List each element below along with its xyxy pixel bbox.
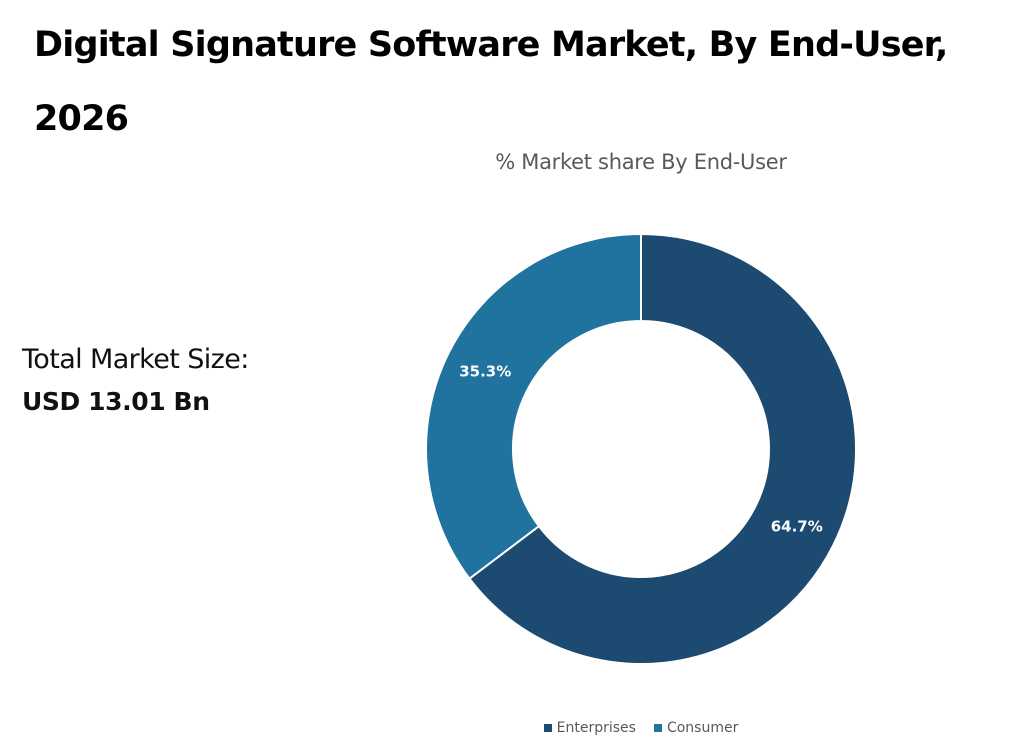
legend-swatch-enterprises [543,724,552,732]
legend-item-consumer: Consumer [653,720,739,736]
data-label-enterprises: 64.7% [771,518,823,536]
donut-slice-consumer [425,232,642,581]
market-size-callout: Total Market Size: USD 13.01 Bn [22,338,249,422]
data-label-consumer: 35.3% [459,362,511,380]
chart-legend: Enterprises Consumer [440,720,842,736]
legend-swatch-consumer [653,724,662,732]
legend-item-enterprises: Enterprises [543,720,636,736]
chart-title: % Market share By End-User [495,150,787,174]
legend-label-consumer: Consumer [666,720,739,736]
page-title: Digital Signature Software Market, By En… [34,25,948,139]
legend-label-enterprises: Enterprises [556,720,636,736]
market-size-value: USD 13.01 Bn [22,387,210,416]
market-size-label: Total Market Size: [22,344,249,375]
donut-slice-enterprises [468,232,857,665]
